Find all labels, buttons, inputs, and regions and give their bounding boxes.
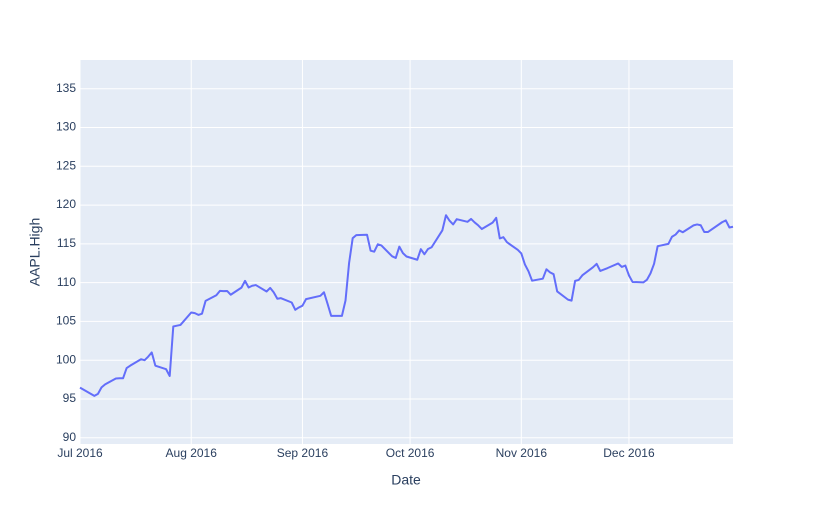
x-tick-label: Jul 2016 [57,446,103,460]
plot-area [80,60,733,444]
y-tick-label: 135 [56,81,76,95]
x-tick-label: Sep 2016 [277,446,329,460]
y-tick-label: 110 [57,275,76,289]
y-tick-label: 95 [63,391,77,405]
y-tick-label: 115 [57,236,76,250]
x-tick-label: Nov 2016 [496,446,548,460]
y-tick-label: 105 [56,314,76,328]
y-tick-label: 100 [56,352,76,366]
x-tick-label: Aug 2016 [166,446,218,460]
y-tick-label: 130 [56,120,76,134]
x-tick-label: Oct 2016 [386,446,435,460]
x-axis-title: Date [391,472,421,488]
y-tick-label: 90 [63,430,77,444]
x-tick-label: Dec 2016 [603,446,655,460]
y-tick-label: 125 [56,158,76,172]
price-line [79,214,734,397]
y-tick-label: 120 [56,197,76,211]
y-axis-title: AAPL.High [27,218,43,286]
